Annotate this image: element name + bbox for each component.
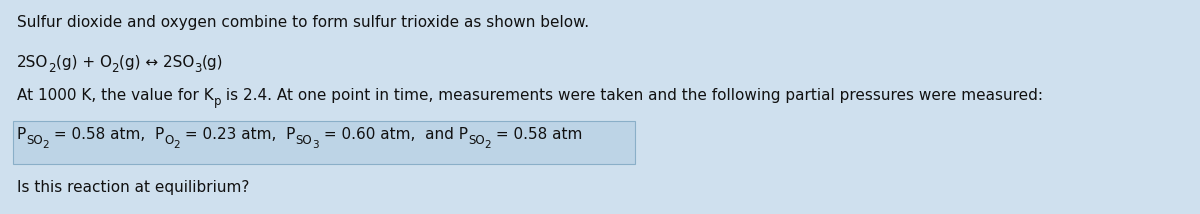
Text: SO: SO xyxy=(295,134,312,147)
Text: (g): (g) xyxy=(202,55,223,70)
Text: 2: 2 xyxy=(42,140,49,150)
Text: (g) + O: (g) + O xyxy=(55,55,112,70)
Text: (g) ↔ 2SO: (g) ↔ 2SO xyxy=(119,55,194,70)
Text: = 0.58 atm: = 0.58 atm xyxy=(491,127,582,142)
Text: 3: 3 xyxy=(312,140,319,150)
Text: = 0.58 atm,  P: = 0.58 atm, P xyxy=(49,127,164,142)
Text: 3: 3 xyxy=(194,62,202,75)
Text: is 2.4. At one point in time, measurements were taken and the following partial : is 2.4. At one point in time, measuremen… xyxy=(221,88,1043,103)
Text: At 1000 K, the value for K: At 1000 K, the value for K xyxy=(17,88,214,103)
Text: Is this reaction at equilibrium?: Is this reaction at equilibrium? xyxy=(17,180,250,195)
Text: 2: 2 xyxy=(112,62,119,75)
Text: P: P xyxy=(17,127,26,142)
Text: O: O xyxy=(164,134,174,147)
Text: SO: SO xyxy=(468,134,485,147)
Text: 2: 2 xyxy=(485,140,491,150)
Text: 2: 2 xyxy=(174,140,180,150)
Text: SO: SO xyxy=(26,134,42,147)
Text: = 0.60 atm,  and P: = 0.60 atm, and P xyxy=(319,127,468,142)
Text: Sulfur dioxide and oxygen combine to form sulfur trioxide as shown below.: Sulfur dioxide and oxygen combine to for… xyxy=(17,15,589,30)
Text: p: p xyxy=(214,95,221,108)
Text: = 0.23 atm,  P: = 0.23 atm, P xyxy=(180,127,295,142)
Text: 2SO: 2SO xyxy=(17,55,48,70)
Text: 2: 2 xyxy=(48,62,55,75)
